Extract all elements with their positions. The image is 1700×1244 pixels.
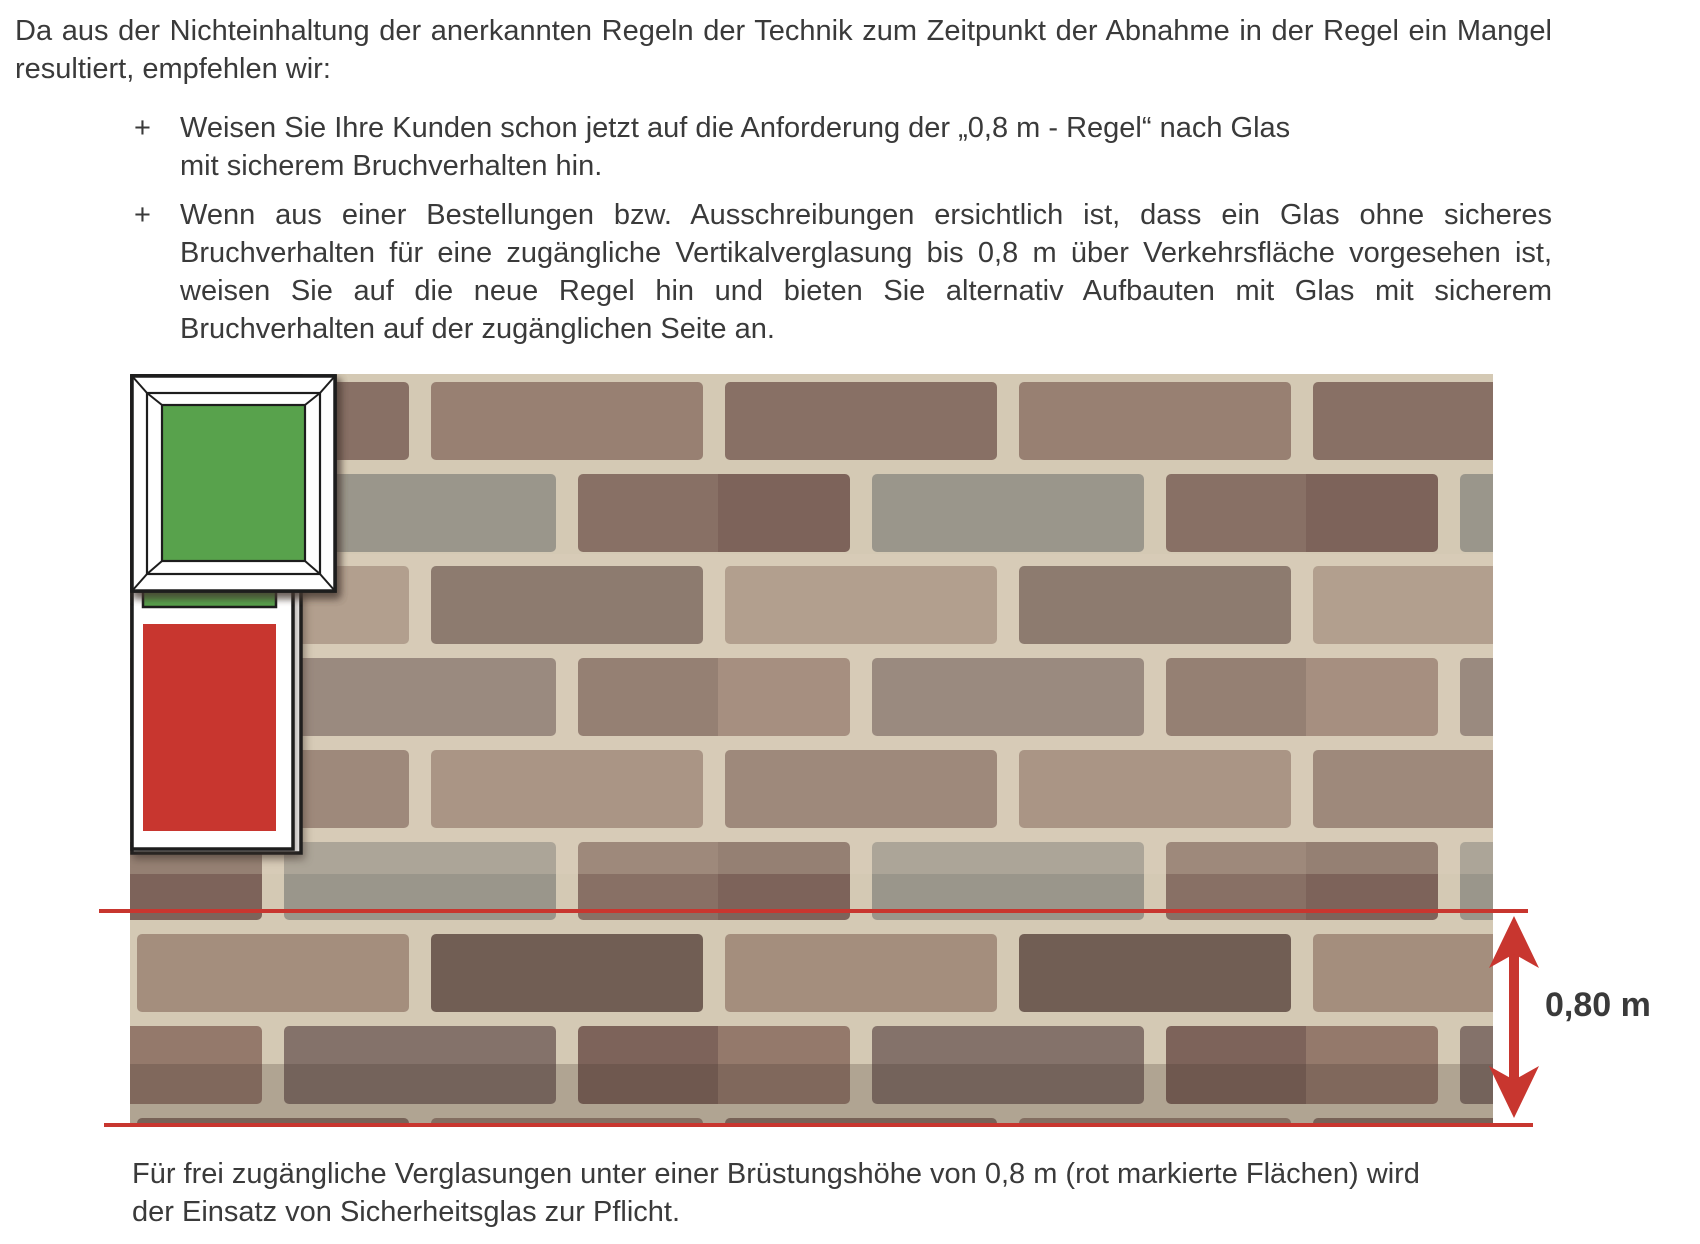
double-arrow-icon: [1489, 916, 1539, 1118]
brick-wall-photo: [130, 374, 1493, 1125]
bullet-plus-marker: +: [134, 199, 151, 231]
brick-pattern: [130, 374, 1493, 1125]
figure-glazing-diagram: 0,80 m: [0, 374, 1700, 1127]
bullet-2-text: Wenn aus einer Bestellungen bzw. Ausschr…: [180, 199, 1552, 345]
window-glass-red: [143, 624, 276, 831]
bullet-1-line-1: + Weisen Sie Ihre Kunden schon jetzt auf …: [134, 109, 1552, 147]
bullet-plus-marker: +: [134, 112, 151, 144]
window-square-mid-right: [130, 374, 337, 593]
figure-caption: Für frei zugängliche Verglasungen unter …: [132, 1158, 1420, 1228]
bullet-1-line-2: mit sicherem Bruchverhalten hin.: [180, 150, 603, 182]
bullet-item-1: + Weisen Sie Ihre Kunden schon jetzt auf …: [134, 109, 1552, 185]
frame-miter-lines: [131, 375, 336, 592]
height-reference-line-bottom: [104, 1123, 1533, 1127]
bullet-item-2: + Wenn aus einer Bestellungen bzw. Aussch…: [134, 196, 1552, 348]
measurement-label: 0,80 m: [1545, 986, 1651, 1024]
height-reference-line-top: [99, 909, 1528, 913]
intro-paragraph: Da aus der Nichteinhaltung der anerkannt…: [15, 15, 1552, 85]
arrow-head-down: [1489, 1066, 1539, 1118]
window-glass-green: [160, 403, 307, 563]
bullet-1-text: Weisen Sie Ihre Kunden schon jetzt auf d…: [180, 112, 1291, 144]
arrow-head-up: [1489, 916, 1539, 968]
arrow-shaft: [1509, 950, 1519, 1084]
